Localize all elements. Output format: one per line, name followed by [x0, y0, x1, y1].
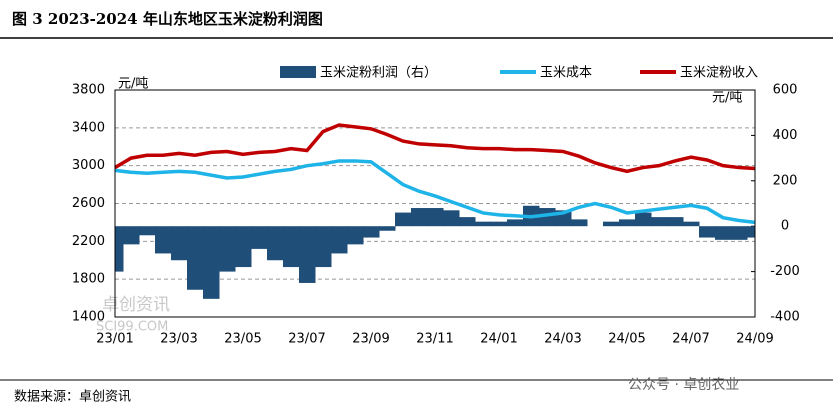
x-tick-label: 24/07	[672, 332, 709, 347]
watermark: 公众号 · 卓创农业	[628, 377, 739, 393]
x-tick-label: 23/03	[160, 332, 197, 347]
plot-frame	[114, 89, 756, 318]
chart-title: 图 3 2023-2024 年山东地区玉米淀粉利润图	[12, 10, 323, 28]
profit-bar	[619, 219, 636, 227]
y2-tick-label: -200	[770, 264, 800, 279]
y2-tick-label: 400	[773, 128, 798, 143]
legend-label: 玉米成本	[540, 66, 592, 81]
profit-bar	[115, 226, 124, 272]
y2-tick-label: 600	[773, 83, 798, 98]
watermark-brand: 卓创资讯	[102, 295, 170, 315]
profit-bar	[379, 226, 396, 231]
y-tick-label: 3400	[72, 120, 105, 135]
legend-label: 玉米淀粉收入	[680, 66, 758, 81]
x-tick-label: 23/07	[288, 332, 325, 347]
profit-bar	[667, 217, 684, 227]
profit-bar	[491, 221, 508, 227]
profit-bar	[267, 226, 284, 261]
profit-bar	[395, 212, 412, 227]
x-tick-label: 24/05	[608, 332, 645, 347]
line	[114, 123, 756, 174]
legend-label: 玉米淀粉利润（右）	[320, 66, 437, 81]
profit-bar	[699, 226, 716, 238]
y-tick-label: 2200	[72, 234, 105, 249]
y-axis-label: 元/吨	[118, 77, 148, 92]
source: 数据来源：卓创资讯	[14, 390, 131, 405]
profit-bar	[475, 221, 492, 227]
profit-bar	[443, 210, 460, 227]
y-tick-label: 1400	[72, 310, 105, 325]
watermark-site: SCI99.COM	[96, 320, 168, 335]
profit-bar	[507, 219, 524, 227]
x-tick-label: 24/03	[544, 332, 581, 347]
x-tick-label: 23/09	[352, 332, 389, 347]
profit-bar	[635, 212, 652, 227]
legend-swatch	[280, 66, 316, 78]
profit-bar	[171, 226, 188, 261]
x-tick-label: 23/01	[96, 332, 133, 347]
y2-axis-label: 元/吨	[712, 91, 742, 106]
y-tick-label: 1800	[72, 272, 105, 287]
profit-bar	[731, 226, 748, 240]
profit-bar	[251, 226, 268, 249]
profit-bar	[203, 226, 220, 299]
profit-bar	[315, 226, 332, 268]
profit-bar	[683, 221, 700, 227]
x-tick-label: 23/11	[416, 332, 453, 347]
x-tick-label: 24/09	[736, 332, 773, 347]
profit-bar	[363, 226, 380, 238]
line	[114, 159, 756, 225]
x-tick-label: 23/05	[224, 332, 261, 347]
y2-tick-label: 0	[781, 219, 789, 234]
y-tick-label: 3000	[72, 158, 105, 173]
y2-tick-label: -400	[770, 310, 800, 325]
profit-bar	[283, 226, 300, 268]
profit-bar	[299, 226, 316, 283]
y-tick-label: 2600	[72, 196, 105, 211]
profit-bar	[219, 226, 236, 272]
profit-bar	[603, 221, 620, 227]
profit-bar	[651, 217, 668, 227]
y2-tick-label: 200	[773, 173, 798, 188]
profit-bar	[331, 226, 348, 254]
y-tick-label: 3800	[72, 83, 105, 98]
profit-bar	[123, 226, 140, 245]
profit-bar	[427, 208, 444, 227]
profit-bar	[715, 226, 732, 240]
profit-bar	[411, 208, 428, 227]
x-tick-label: 24/01	[480, 332, 517, 347]
profit-bar	[235, 226, 252, 268]
profit-bar	[155, 226, 172, 254]
profit-bar	[139, 226, 156, 236]
profit-bar	[459, 217, 476, 227]
profit-bar	[747, 226, 756, 238]
profit-bar	[571, 219, 588, 227]
profit-bar	[187, 226, 204, 290]
profit-bar	[347, 226, 364, 245]
